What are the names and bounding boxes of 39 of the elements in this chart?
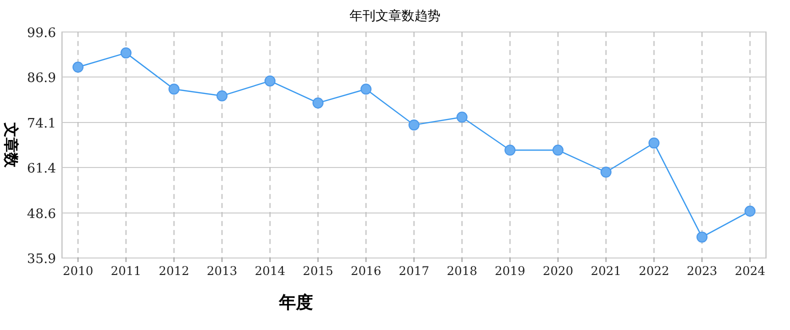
x-tick-label: 2020 (542, 264, 574, 278)
x-tick-label: 2014 (254, 264, 286, 278)
point (456, 112, 468, 123)
x-tick-label: 2017 (398, 264, 430, 278)
x-tick-label: 2013 (206, 264, 238, 278)
point (648, 138, 660, 149)
y-tick-label: 35.9 (27, 252, 56, 267)
point (264, 75, 276, 86)
x-tick-label: 2010 (62, 264, 94, 278)
point (216, 90, 228, 102)
y-axis-title: 文章数 (2, 122, 20, 168)
x-tick-label: 2015 (302, 264, 334, 278)
x-tick-label: 2018 (446, 264, 478, 278)
chart-title: 年刊文章数趋势 (350, 9, 440, 24)
point (744, 206, 756, 217)
point (360, 84, 372, 95)
point (312, 97, 324, 108)
y-tick-label: 74.1 (27, 116, 56, 132)
x-tick-label: 2024 (734, 264, 766, 278)
point (504, 144, 516, 156)
x-tick-label: 2011 (110, 264, 142, 278)
x-tick-label: 2021 (590, 264, 622, 278)
point (696, 232, 708, 243)
point (72, 62, 84, 73)
x-tick-label: 2012 (158, 264, 190, 278)
point (600, 166, 612, 178)
y-tick-label: 61.4 (27, 162, 56, 177)
point (168, 84, 180, 95)
y-tick-label: 99.6 (27, 26, 56, 41)
x-tick-label: 2016 (350, 264, 382, 278)
y-tick-label: 86.9 (27, 71, 56, 86)
x-axis-title: 年度 (278, 293, 313, 313)
x-tick-label: 2023 (686, 264, 718, 278)
x-tick-label: 2019 (494, 264, 526, 278)
point (408, 119, 420, 130)
x-tick-label: 2022 (638, 264, 670, 278)
point (552, 144, 564, 156)
y-tick-label: 48.6 (27, 206, 56, 222)
point (120, 47, 132, 58)
